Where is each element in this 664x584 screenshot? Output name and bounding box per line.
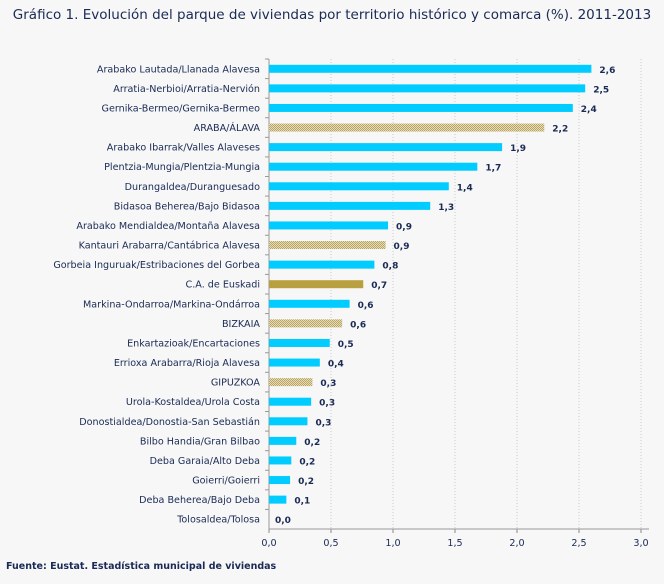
bar xyxy=(269,64,592,73)
data-label: 0,5 xyxy=(338,340,354,350)
bar xyxy=(269,241,386,250)
bar xyxy=(269,299,350,308)
data-label: 0,1 xyxy=(294,497,310,507)
data-label: 0,7 xyxy=(371,281,387,291)
x-tick-label: 0,5 xyxy=(323,538,338,549)
category-label: Enkartazioak/Encartaciones xyxy=(127,338,260,349)
bar xyxy=(269,280,364,289)
category-label: Bidasoa Beherea/Bajo Bidasoa xyxy=(114,201,260,212)
data-label: 0,4 xyxy=(328,360,344,370)
x-tick-label: 2,0 xyxy=(509,538,524,549)
category-label: Gorbeia Inguruak/Estribaciones del Gorbe… xyxy=(53,260,260,271)
x-tick-label: 2,5 xyxy=(571,538,586,549)
category-label: Urola-Kostaldea/Urola Costa xyxy=(126,397,260,408)
x-tick-label: 1,0 xyxy=(385,538,400,549)
bar xyxy=(269,378,313,387)
category-label: Arabako Ibarrak/Valles Alaveses xyxy=(107,143,260,154)
category-label: Goierri/Goierri xyxy=(192,476,260,487)
data-label: 2,5 xyxy=(593,85,609,95)
data-label: 1,7 xyxy=(485,164,501,174)
category-label: Durangaldea/Duranguesado xyxy=(125,182,261,193)
data-label: 0,0 xyxy=(275,516,291,526)
bar xyxy=(269,221,389,230)
category-label: BIZKAIA xyxy=(222,319,260,330)
data-label: 0,2 xyxy=(304,438,320,448)
category-label: Deba Beherea/Bajo Deba xyxy=(139,495,260,506)
bar xyxy=(269,456,292,465)
data-label: 0,9 xyxy=(396,222,412,232)
chart-title: Gráfico 1. Evolución del parque de vivie… xyxy=(12,7,652,23)
category-label: Plentzia-Mungia/Plentzia-Mungia xyxy=(104,162,260,173)
bar xyxy=(269,495,287,504)
bar xyxy=(269,103,573,112)
data-label: 0,2 xyxy=(298,477,314,487)
category-label: Arratia-Nerbioi/Arratia-Nervión xyxy=(113,83,260,95)
data-label: 0,6 xyxy=(358,301,374,311)
data-label: 0,8 xyxy=(382,262,398,272)
category-label: Arabako Lautada/Llanada Alavesa xyxy=(97,64,260,75)
bar xyxy=(269,358,320,367)
data-label: 1,3 xyxy=(438,203,454,213)
category-label: C.A. de Euskadi xyxy=(186,280,260,291)
bar xyxy=(269,417,308,426)
category-label: ARABA/ÁLAVA xyxy=(194,121,261,134)
bar xyxy=(269,84,586,93)
bar xyxy=(269,123,545,132)
category-label: Tolosaldea/Tolosa xyxy=(176,515,260,526)
bar xyxy=(269,182,449,191)
bar xyxy=(269,397,312,406)
bar xyxy=(269,260,375,269)
category-label: Arabako Mendialdea/Montaña Alavesa xyxy=(76,221,260,232)
category-label: Errioxa Arabarra/Rioja Alavesa xyxy=(114,358,260,369)
category-label: Bilbo Handia/Gran Bilbao xyxy=(140,436,260,447)
bar xyxy=(269,436,297,445)
data-label: 1,9 xyxy=(510,144,526,154)
x-tick-label: 0,0 xyxy=(261,538,276,549)
category-label: Donostialdea/Donostia-San Sebastián xyxy=(79,416,260,428)
bar xyxy=(269,143,503,152)
bar xyxy=(269,201,431,210)
data-label: 1,4 xyxy=(457,183,473,193)
data-label: 0,2 xyxy=(299,457,315,467)
bar xyxy=(269,319,343,328)
bar xyxy=(269,476,291,485)
bar xyxy=(269,162,478,171)
x-tick-label: 1,5 xyxy=(447,538,462,549)
data-label: 2,6 xyxy=(599,66,615,76)
data-label: 0,9 xyxy=(394,242,410,252)
category-label: Gernika-Bermeo/Gernika-Bermeo xyxy=(102,103,261,114)
data-label: 2,2 xyxy=(552,125,568,135)
data-label: 0,3 xyxy=(320,379,336,389)
data-label: 0,3 xyxy=(315,418,331,428)
category-label: Markina-Ondarroa/Markina-Ondárroa xyxy=(83,298,260,310)
x-tick-label: 3,0 xyxy=(633,538,648,549)
category-label: Kantauri Arabarra/Cantábrica Alavesa xyxy=(79,240,260,252)
bar xyxy=(269,338,330,347)
data-label: 2,4 xyxy=(581,105,597,115)
category-label: Deba Garaia/Alto Deba xyxy=(150,456,260,467)
source-note: Fuente: Eustat. Estadística municipal de… xyxy=(6,561,277,572)
category-label: GIPUZKOA xyxy=(211,378,261,389)
data-label: 0,6 xyxy=(350,320,366,330)
data-label: 0,3 xyxy=(319,399,335,409)
